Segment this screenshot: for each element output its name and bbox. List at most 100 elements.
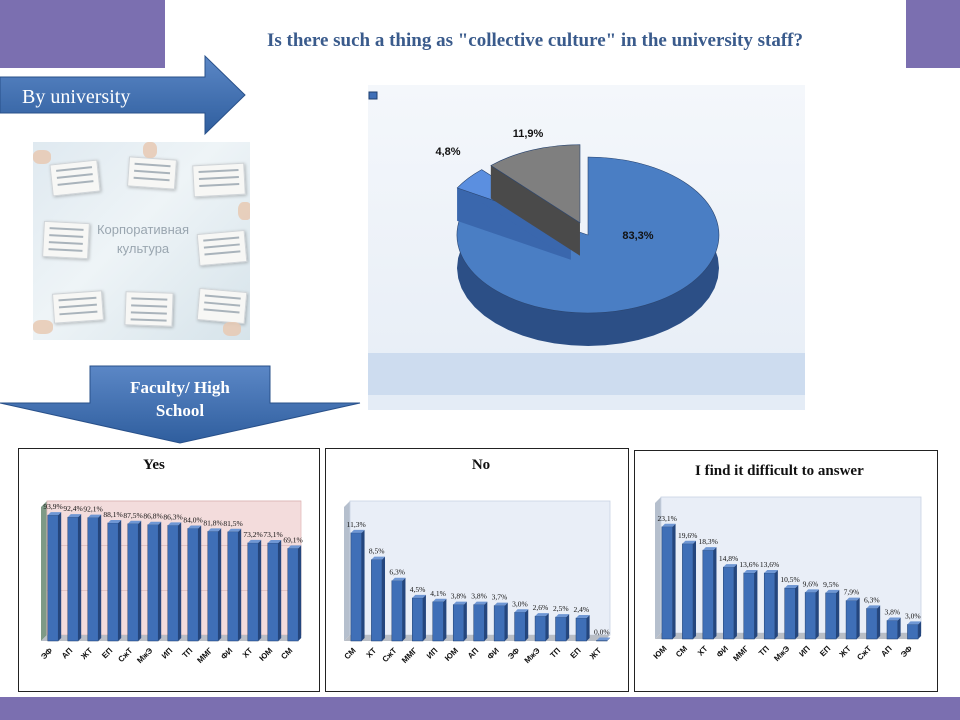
- bar-diff-value-label-6: 10,5%: [780, 575, 799, 584]
- bar-diff-value-label-4: 13,6%: [739, 560, 758, 569]
- bar-yes-title: Yes: [143, 457, 165, 473]
- bar-no-bar-10: [555, 614, 570, 642]
- faculty-arrow: Faculty/ High School: [0, 365, 361, 444]
- yes-chart-panel: Yes 93,9% ЭФ 92,4% АП 92,1% ЖТ 88,1% ЕП 87,5% СжТ 8…: [18, 448, 320, 692]
- bar-diff-title: I find it difficult to answer: [695, 463, 864, 479]
- bar-diff-category-4: ММГ: [731, 644, 750, 663]
- bar-no-value-label-10: 2,5%: [553, 604, 569, 613]
- bar-yes-bar-7: [187, 525, 202, 642]
- bar-yes-category-8: ММГ: [195, 646, 214, 665]
- bar-diff-bar-8: [825, 589, 840, 640]
- bar-yes-category-0: ЭФ: [39, 646, 54, 661]
- bar-no-bar-4: [432, 598, 447, 642]
- bar-diff-value-label-9: 7,9%: [844, 588, 860, 597]
- bar-no-category-10: ТП: [548, 646, 562, 660]
- pie-chart-band-lower: [368, 395, 805, 410]
- bar-yes-bar-5: [147, 521, 162, 642]
- bar-diff-bar-10: [866, 605, 881, 640]
- bar-diff-category-1: СМ: [674, 644, 689, 659]
- bar-no-category-8: ЭФ: [506, 646, 521, 661]
- by-university-label: By university: [22, 86, 130, 108]
- bar-no-bar-0: [350, 529, 365, 642]
- yes-chart: Yes 93,9% ЭФ 92,4% АП 92,1% ЖТ 88,1% ЕП 87,5% СжТ 8…: [39, 457, 302, 665]
- bar-yes-category-7: ТП: [181, 646, 195, 660]
- pie-chart: 83,3% 4,8% 11,9%: [368, 85, 805, 410]
- bar-no-bar-1: [371, 556, 386, 642]
- bar-no-bar-3: [412, 594, 426, 642]
- bar-no-category-0: СМ: [343, 646, 358, 661]
- bar-no-value-label-3: 4,5%: [410, 585, 426, 594]
- faculty-label-line2: School: [156, 401, 204, 420]
- bar-yes-bar-11: [267, 540, 282, 642]
- bar-diff-bar-0: [661, 523, 676, 640]
- bar-no-value-label-11: 2,4%: [573, 605, 589, 614]
- bar-diff-value-label-1: 19,6%: [678, 531, 697, 540]
- bar-no-wall: [344, 501, 350, 641]
- bar-diff-value-label-11: 3,8%: [884, 608, 900, 617]
- bar-no-value-label-0: 11,3%: [347, 520, 366, 529]
- bar-no-value-label-7: 3,7%: [492, 593, 508, 602]
- bar-diff-bar-3: [723, 564, 737, 640]
- bar-diff-category-8: ЕП: [818, 644, 832, 658]
- bar-diff-bar-7: [804, 589, 819, 640]
- bar-no-bar-2: [391, 577, 406, 642]
- no-chart-panel: No 11,3% СМ 8,5% ХТ 6,3% СжТ 4,5% ММГ 4,1% ИП 3,8% Ю…: [325, 448, 629, 692]
- bar-no-bar-11: [575, 615, 590, 642]
- bar-no-bar-9: [534, 613, 549, 642]
- bar-no-category-3: ММГ: [400, 646, 419, 665]
- bar-yes-value-label-11: 73,1%: [263, 530, 282, 539]
- faculty-label-line1: Faculty/ High: [130, 378, 230, 397]
- bar-no-value-label-2: 6,3%: [389, 568, 405, 577]
- bar-yes-value-label-12: 69,1%: [283, 535, 302, 544]
- bar-yes-value-label-1: 92,4%: [63, 504, 82, 513]
- bar-yes-category-12: СМ: [279, 646, 294, 661]
- bar-no-category-12: ЖТ: [587, 646, 603, 662]
- bar-no-value-label-6: 3,8%: [471, 592, 487, 601]
- bar-diff-value-label-0: 23,1%: [658, 514, 677, 523]
- bar-no-category-11: ЕП: [569, 646, 583, 660]
- pie-label-2: 11,9%: [513, 128, 544, 140]
- bar-diff-wall: [655, 497, 661, 639]
- bar-yes-value-label-4: 87,5%: [123, 511, 142, 520]
- bar-yes-value-label-5: 86,8%: [143, 512, 162, 521]
- bar-yes-bar-12: [287, 545, 302, 642]
- bar-diff-value-label-12: 3,0%: [905, 611, 921, 620]
- pie-label-0: 83,3%: [622, 230, 653, 242]
- bar-diff-value-label-2: 18,3%: [698, 537, 717, 546]
- bar-yes-value-label-9: 81,5%: [223, 519, 242, 528]
- bar-diff-value-label-10: 6,3%: [864, 595, 880, 604]
- pie-chart-band: [368, 353, 805, 395]
- bar-yes-value-label-6: 86,3%: [163, 512, 182, 521]
- by-university-arrow: By university: [0, 54, 246, 136]
- bar-yes-wall: [41, 501, 47, 641]
- bar-yes-bar-1: [67, 514, 82, 642]
- bar-diff-category-11: АП: [879, 644, 894, 659]
- bar-yes-bar-6: [167, 522, 182, 642]
- bar-yes-bar-8: [207, 528, 222, 642]
- bar-yes-value-label-0: 93,9%: [43, 502, 62, 511]
- bar-yes-value-label-8: 81,8%: [203, 518, 222, 527]
- bar-no-title: No: [472, 457, 490, 473]
- bar-no-category-6: АП: [466, 646, 481, 661]
- bar-diff-category-10: СжТ: [855, 644, 873, 662]
- bar-diff-value-label-3: 14,8%: [719, 554, 738, 563]
- pie-legend-marker: [368, 91, 378, 100]
- bar-yes-value-label-7: 84,0%: [183, 515, 202, 524]
- bar-no-category-5: ЮМ: [443, 646, 460, 663]
- accent-band-top-left: [0, 0, 165, 68]
- bar-yes-bar-9: [227, 528, 242, 642]
- bar-diff-category-3: ФИ: [715, 644, 730, 659]
- accent-band-bottom: [0, 697, 960, 720]
- bar-no-bar-12: [596, 637, 611, 642]
- bar-no-category-9: МжЭ: [523, 646, 542, 665]
- bar-diff-category-6: МжЭ: [772, 644, 791, 663]
- bar-yes-value-label-2: 92,1%: [83, 505, 102, 514]
- bar-diff-value-label-7: 9,6%: [803, 579, 819, 588]
- bar-no-bar-8: [514, 609, 529, 642]
- bar-diff-category-2: ХТ: [696, 644, 710, 658]
- bar-diff-bar-1: [682, 540, 697, 640]
- bar-yes-value-label-3: 88,1%: [103, 510, 122, 519]
- bar-yes-category-11: ЮМ: [257, 646, 274, 663]
- bar-no-value-label-12: 0,0%: [594, 628, 610, 637]
- bar-yes-value-label-10: 73,2%: [243, 530, 262, 539]
